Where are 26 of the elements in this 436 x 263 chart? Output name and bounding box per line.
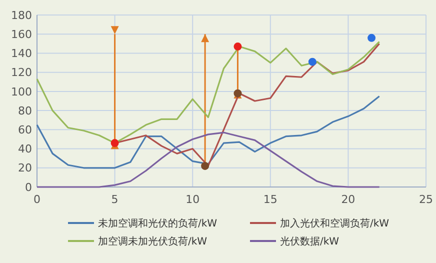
point — [368, 34, 376, 42]
point — [234, 42, 242, 51]
y-tick-label: 0 — [25, 180, 32, 194]
x-tick-label: 25 — [419, 193, 433, 206]
point — [308, 58, 316, 66]
x-tick-label: 20 — [341, 193, 356, 206]
y-tick-label: 20 — [18, 162, 32, 175]
y-tick-label: 120 — [11, 66, 32, 80]
y-tick-label: 100 — [11, 85, 32, 98]
point — [201, 162, 210, 170]
x-tick-label: 5 — [111, 193, 118, 206]
y-tick-label: 80 — [18, 104, 32, 118]
x-tick-label: 10 — [186, 193, 200, 206]
y-tick-label: 140 — [11, 47, 32, 60]
x-tick-label: 0 — [34, 193, 40, 206]
y-tick-label: 60 — [18, 124, 32, 137]
y-tick-label: 160 — [11, 28, 32, 41]
line-series — [36, 95, 380, 169]
y-tick-label: 40 — [18, 142, 32, 156]
y-tick-label: 180 — [11, 8, 32, 22]
legend-label: 加入光伏和空调负荷/kW — [280, 218, 390, 230]
legend-label: 未加空调和光伏的负荷/kW — [98, 218, 218, 230]
line-series — [36, 132, 380, 188]
legend-label: 光伏数据/kW — [280, 236, 340, 248]
legend-label: 加空调未加光伏负荷/kW — [98, 236, 208, 248]
x-tick-label: 15 — [263, 193, 278, 206]
